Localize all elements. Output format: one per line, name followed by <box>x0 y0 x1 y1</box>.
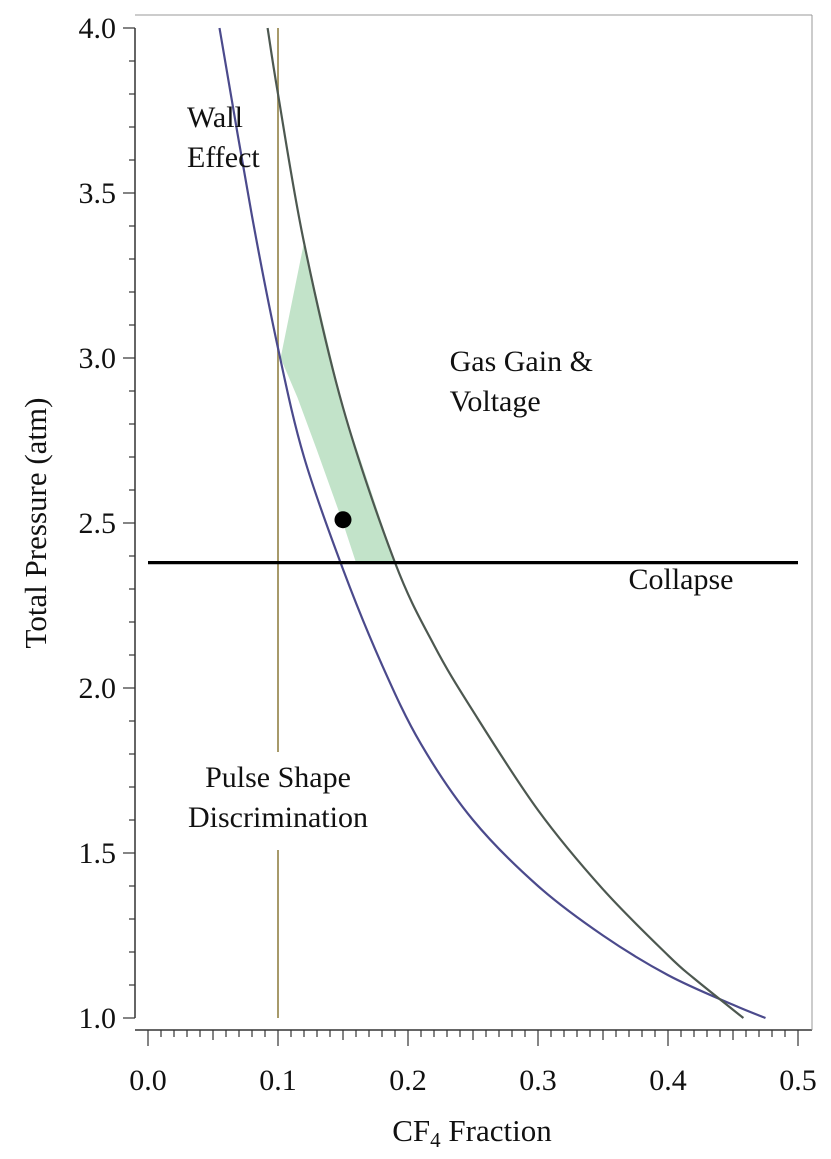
operating-point <box>334 511 352 529</box>
annotation-line: Collapse <box>629 563 734 596</box>
y-tick-label: 1.5 <box>79 837 117 870</box>
y-tick-label: 2.5 <box>79 507 117 540</box>
gas-gain-curve <box>266 27 745 1019</box>
y-tick-label: 2.0 <box>79 672 117 705</box>
annotation-gas-gain-voltage: Gas Gain & Voltage <box>450 345 593 418</box>
allowed-region <box>280 110 395 563</box>
allowed-region-layer <box>280 110 395 563</box>
x-tick-label: 0.1 <box>259 1064 297 1097</box>
y-tick-label: 1.0 <box>79 1002 117 1035</box>
annotation-line: Gas Gain & <box>450 345 593 378</box>
annotation-line: Voltage <box>450 385 541 418</box>
y-axis-title: Total Pressure (atm) <box>18 398 53 649</box>
x-axis-title-rest: Fraction <box>441 1113 553 1148</box>
x-axis-title-main: CF <box>392 1113 430 1148</box>
y-tick-label: 3.0 <box>79 342 117 375</box>
annotation-line: Discrimination <box>188 801 368 834</box>
annotation-line: Pulse Shape <box>205 761 351 794</box>
y-tick-label: 4.0 <box>79 12 117 45</box>
axis-ticks: 1.0 1.5 2.0 2.5 3.0 3.5 4.0 0.0 0.1 0.2 0.3 0.4 0.5 <box>79 12 817 1097</box>
x-tick-label: 0.3 <box>519 1064 557 1097</box>
wall-effect-curve <box>218 27 766 1020</box>
annotation-line: Wall <box>187 101 243 134</box>
annotation-line: Effect <box>187 141 260 174</box>
axis-labels: Total Pressure (atm) CF4 Fraction <box>18 398 552 1152</box>
annotation-wall-effect: Wall Effect <box>187 101 260 174</box>
x-tick-label: 0.2 <box>389 1064 427 1097</box>
x-tick-label: 0.5 <box>779 1064 817 1097</box>
annotation-pulse-shape: Pulse Shape Discrimination <box>188 761 368 834</box>
y-tick-label: 3.5 <box>79 177 117 210</box>
x-axis-title: CF4 Fraction <box>392 1113 552 1152</box>
annotation-collapse: Collapse <box>629 563 734 596</box>
series-layer <box>148 27 798 1020</box>
x-tick-label: 0.4 <box>649 1064 687 1097</box>
x-axis-title-subscript: 4 <box>430 1128 441 1152</box>
annotations-layer: Wall Effect Gas Gain & Voltage Collapse Pulse… <box>187 101 734 834</box>
x-tick-label: 0.0 <box>129 1064 167 1097</box>
